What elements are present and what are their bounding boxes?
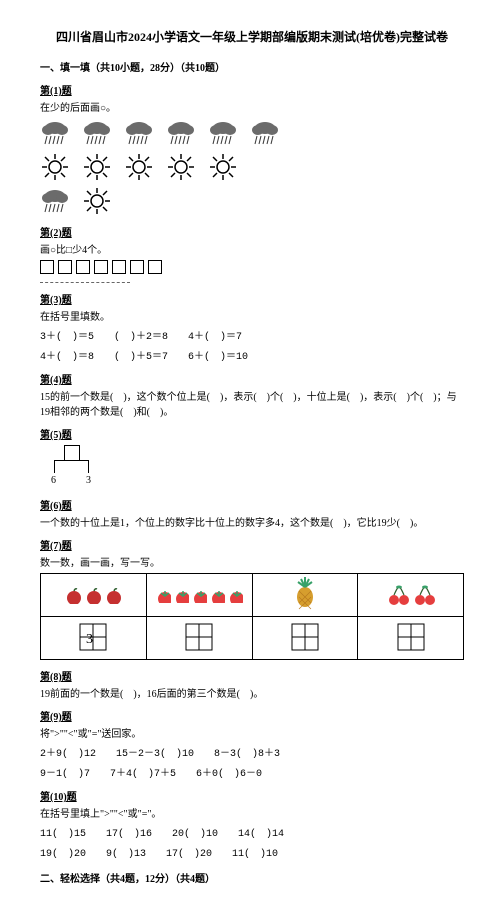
sun-icon [82, 186, 112, 216]
sun-icon [124, 152, 154, 182]
bond-top-box [64, 445, 80, 461]
q7-cell-apples [41, 574, 147, 617]
q1-row-rain [40, 118, 464, 148]
section-1-heading: 一、填一填（共10小题，28分）（共10题） [40, 59, 464, 74]
q10-number: 第(10)题 [40, 788, 464, 803]
raincloud-icon [40, 186, 70, 216]
q7-cell-cherries [358, 574, 464, 617]
raincloud-icon [40, 118, 70, 148]
tomato-icon [173, 587, 189, 603]
q5-number: 第(5)题 [40, 426, 464, 441]
bond-left-value: 6 [51, 475, 56, 486]
q7-grid-cell [252, 617, 358, 660]
q8-number: 第(8)题 [40, 668, 464, 683]
box-icon [112, 260, 126, 274]
q9-line1: 2＋9( )12 15－2－3( )10 8－3( )8＋3 [40, 744, 464, 760]
box-icon [148, 260, 162, 274]
q7-grid-cell [358, 617, 464, 660]
grid-icon [397, 623, 425, 651]
bond-right-value: 3 [86, 475, 91, 486]
q9-text: 将">""<"或"="送回家。 [40, 725, 464, 740]
q4-text: 15的前一个数是( )，这个数个位上是( )，表示( )个( )，十位上是( )… [40, 388, 464, 418]
raincloud-icon [208, 118, 238, 148]
q4-number: 第(4)题 [40, 371, 464, 386]
q1-row-sun [40, 152, 464, 182]
q3-text: 在括号里填数。 [40, 308, 464, 323]
q2-boxes [40, 260, 464, 274]
q3-line1: 3＋( )＝5 ( )＋2＝8 4＋( )＝7 [40, 327, 464, 343]
box-icon [76, 260, 90, 274]
apple-icon [104, 586, 122, 604]
q9-number: 第(9)题 [40, 708, 464, 723]
q7-cell-pineapple [252, 574, 358, 617]
box-icon [58, 260, 72, 274]
q7-grid-cell: 3 [41, 617, 147, 660]
answer-line [40, 282, 130, 283]
q8-text: 19前面的一个数是( )，16后面的第三个数是( )。 [40, 685, 464, 700]
q10-text: 在括号里填上">""<"或"="。 [40, 805, 464, 820]
q2-text: 画○比□少4个。 [40, 241, 464, 256]
q7-text: 数一数，画一画，写一写。 [40, 554, 464, 569]
raincloud-icon [250, 118, 280, 148]
sun-icon [166, 152, 196, 182]
q10-line2: 19( )20 9( )13 17( )20 11( )10 [40, 844, 464, 860]
q1-text: 在少的后面画○。 [40, 99, 464, 114]
q2-number: 第(2)题 [40, 224, 464, 239]
q1-number: 第(1)题 [40, 82, 464, 97]
q7-number: 第(7)题 [40, 537, 464, 552]
q5-number-bond: 6 3 [46, 445, 96, 489]
q10-line1: 11( )15 17( )16 20( )10 14( )14 [40, 824, 464, 840]
q6-number: 第(6)题 [40, 497, 464, 512]
q1-row-mixed [40, 186, 464, 216]
grid-icon [291, 623, 319, 651]
sun-icon [208, 152, 238, 182]
apple-icon [84, 586, 102, 604]
q7-grid-cell [146, 617, 252, 660]
q3-number: 第(3)题 [40, 291, 464, 306]
section-2-heading: 二、轻松选择（共4题，12分）（共4题） [40, 870, 464, 885]
pineapple-icon [291, 577, 319, 611]
sun-icon [40, 152, 70, 182]
cherries-icon [412, 584, 436, 606]
tomato-icon [227, 587, 243, 603]
q9-line2: 9－1( )7 7＋4( )7＋5 6＋0( )6－0 [40, 764, 464, 780]
cherries-icon [386, 584, 410, 606]
q6-text: 一个数的十位上是1，个位上的数字比十位上的数字多4，这个数是( )，它比19少(… [40, 514, 464, 529]
tomato-icon [191, 587, 207, 603]
box-icon [40, 260, 54, 274]
box-icon [94, 260, 108, 274]
raincloud-icon [124, 118, 154, 148]
exam-title: 四川省眉山市2024小学语文一年级上学期部编版期末测试(培优卷)完整试卷 [40, 28, 464, 45]
q7-cell-tomatoes [146, 574, 252, 617]
box-icon [130, 260, 144, 274]
apple-icon [64, 586, 82, 604]
raincloud-icon [166, 118, 196, 148]
tomato-icon [155, 587, 171, 603]
svg-text:3: 3 [86, 632, 93, 647]
grid-icon: 3 [79, 623, 107, 651]
tomato-icon [209, 587, 225, 603]
q3-line2: 4＋( )＝8 ( )＋5＝7 6＋( )＝10 [40, 347, 464, 363]
raincloud-icon [82, 118, 112, 148]
sun-icon [82, 152, 112, 182]
q7-table: 3 [40, 573, 464, 660]
grid-icon [185, 623, 213, 651]
